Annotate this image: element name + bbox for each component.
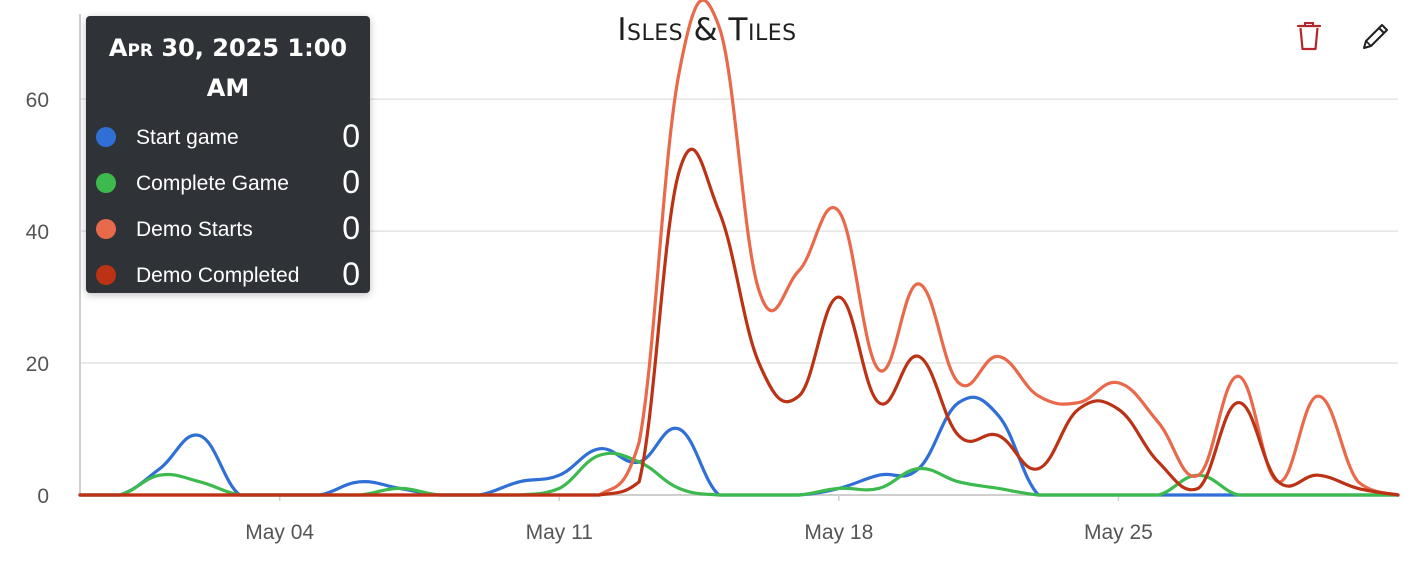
y-tick-label: 0 (37, 485, 49, 508)
tooltip-row-complete-game: Complete Game 0 (86, 164, 370, 204)
tooltip-title: Apr 30, 2025 1:00 AM (108, 34, 348, 102)
chart-tooltip: Apr 30, 2025 1:00 AM Start game 0 Comple… (86, 16, 370, 293)
trash-icon[interactable] (1292, 18, 1326, 54)
y-tick-label: 20 (26, 353, 49, 376)
legend-dot-start-game (96, 127, 116, 147)
y-tick-label: 40 (26, 221, 49, 244)
tooltip-value: 0 (342, 164, 360, 200)
legend-dot-demo-completed (96, 265, 116, 285)
tooltip-value: 0 (342, 118, 360, 154)
legend-dot-complete-game (96, 173, 116, 193)
y-tick-label: 60 (26, 89, 49, 112)
legend-dot-demo-starts (96, 219, 116, 239)
tooltip-label: Complete Game (136, 172, 289, 195)
x-tick-label: May 11 (526, 521, 593, 544)
x-tick-label: May 25 (1084, 521, 1153, 544)
pencil-icon-graphic (1363, 24, 1388, 49)
pencil-icon[interactable] (1358, 18, 1392, 54)
trash-icon-graphic (1296, 22, 1322, 51)
tooltip-label: Demo Completed (136, 264, 300, 287)
tooltip-value: 0 (342, 210, 360, 246)
tooltip-value: 0 (342, 256, 360, 292)
series-lines (78, 0, 1400, 497)
series-line-start-game[interactable] (78, 395, 1400, 497)
tooltip-row-demo-starts: Demo Starts 0 (86, 210, 370, 250)
chart-title: Isles & Tiles (617, 12, 797, 48)
x-tick-label: May 18 (804, 521, 873, 544)
tooltip-label: Demo Starts (136, 218, 253, 241)
tooltip-row-demo-completed: Demo Completed 0 (86, 256, 370, 296)
x-tick-label: May 04 (245, 521, 314, 544)
tooltip-label: Start game (136, 126, 239, 149)
tooltip-row-start-game: Start game 0 (86, 118, 370, 158)
series-line-demo-completed[interactable] (78, 147, 1400, 497)
tick-labels: 0 20 40 60 May 04 May 11 May 18 May 25 (26, 89, 1153, 544)
